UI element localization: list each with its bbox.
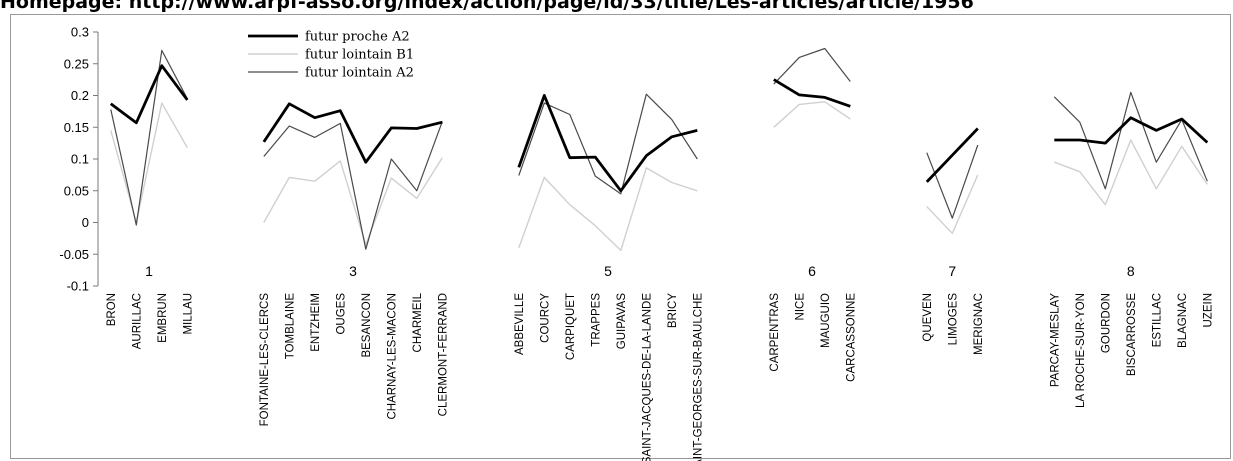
chart-frame — [10, 14, 1231, 459]
y-tick-label: -0.1 — [67, 279, 89, 294]
station-label: CARPIQUET — [565, 293, 577, 360]
station-label: SAINT-JACQUES-DE-LA-LANDE — [641, 293, 653, 461]
station-label: NICE — [794, 293, 806, 321]
series-line-futur-lointain-a2 — [773, 47, 851, 85]
station-label: ESTILLAC — [1151, 293, 1163, 347]
series-line-futur-lointain-b1 — [263, 157, 443, 246]
series-line-futur-lointain-b1 — [926, 174, 979, 235]
station-label: MILLAU — [182, 293, 194, 335]
group-label: 5 — [604, 263, 612, 279]
station-label: COURCY — [539, 293, 551, 343]
series-line-futur-lointain-a2 — [110, 49, 188, 226]
legend-label: futur lointain A2 — [305, 66, 414, 81]
station-label: LIMOGES — [947, 293, 959, 346]
station-label: ENTZHEIM — [310, 293, 322, 352]
station-label: GOURDON — [1100, 293, 1112, 353]
page-url-header: Homepage: http://www.arpf-asso.org/index… — [0, 0, 974, 13]
group-label: 7 — [948, 263, 956, 279]
y-tick-label: 0.2 — [71, 88, 89, 103]
series-line-futur-lointain-b1 — [773, 101, 851, 128]
station-label: BRICY — [667, 293, 679, 328]
station-label: BESANCON — [361, 293, 373, 358]
station-label: CARPENTRAS — [769, 293, 781, 372]
station-label: MERIGNAC — [973, 293, 985, 355]
station-label: BISCARROSSE — [1126, 293, 1138, 376]
group-label: 6 — [808, 263, 816, 279]
series-line-futur-proche-a2 — [262, 102, 443, 164]
station-label: CHARNAY-LES-MACON — [386, 293, 398, 420]
series-line-futur-proche-a2 — [1054, 116, 1209, 145]
y-tick-label: 0.05 — [64, 183, 89, 198]
station-label: GUIPAVAS — [616, 293, 628, 350]
y-tick-label: 0 — [82, 215, 89, 230]
series-line-futur-lointain-b1 — [110, 102, 188, 224]
series-line-futur-lointain-a2 — [263, 121, 443, 250]
legend-label: futur proche A2 — [305, 30, 410, 45]
station-label: SAINT-GEORGES-SUR-BAULCHE — [692, 293, 704, 461]
station-label: TOMBLAINE — [284, 293, 296, 360]
station-label: FONTAINE-LES-CLERCS — [259, 293, 271, 427]
y-tick-label: -0.05 — [59, 247, 89, 262]
station-label: PARCAY-MESLAY — [1049, 293, 1061, 387]
group-label: 1 — [145, 263, 153, 279]
station-label: CLERMONT-FERRAND — [437, 293, 449, 416]
series-line-futur-proche-a2 — [773, 78, 851, 108]
y-tick-label: 0.25 — [64, 56, 89, 71]
station-label: AURILLAC — [131, 293, 143, 349]
series-line-futur-proche-a2 — [109, 64, 189, 125]
station-label: TRAPPES — [590, 293, 602, 347]
series-line-futur-lointain-b1 — [1054, 139, 1208, 206]
station-label: BRON — [106, 293, 118, 326]
station-label: QUEVEN — [922, 293, 934, 342]
station-label: OUGES — [335, 293, 347, 335]
station-label: CHARMEIL — [412, 292, 424, 352]
series-line-futur-lointain-b1 — [518, 167, 698, 252]
station-label: MAUGUIO — [820, 293, 832, 348]
group-label: 8 — [1127, 263, 1135, 279]
station-label: BLAGNAC — [1177, 293, 1189, 348]
station-label: UZEIN — [1202, 293, 1214, 328]
station-label: CARCASSONNE — [845, 293, 857, 382]
group-label: 3 — [349, 263, 357, 279]
station-label: ABBEVILLE — [514, 293, 526, 355]
y-tick-label: 0.1 — [71, 152, 89, 167]
series-line-futur-proche-a2 — [517, 94, 698, 193]
y-tick-label: 0.3 — [71, 25, 89, 40]
station-label: EMBRUN — [157, 293, 169, 343]
legend-label: futur lointain B1 — [305, 48, 414, 63]
station-label: LA ROCHE-SUR-YON — [1075, 293, 1087, 408]
y-tick-label: 0.15 — [64, 120, 89, 135]
series-line-futur-proche-a2 — [925, 127, 979, 183]
